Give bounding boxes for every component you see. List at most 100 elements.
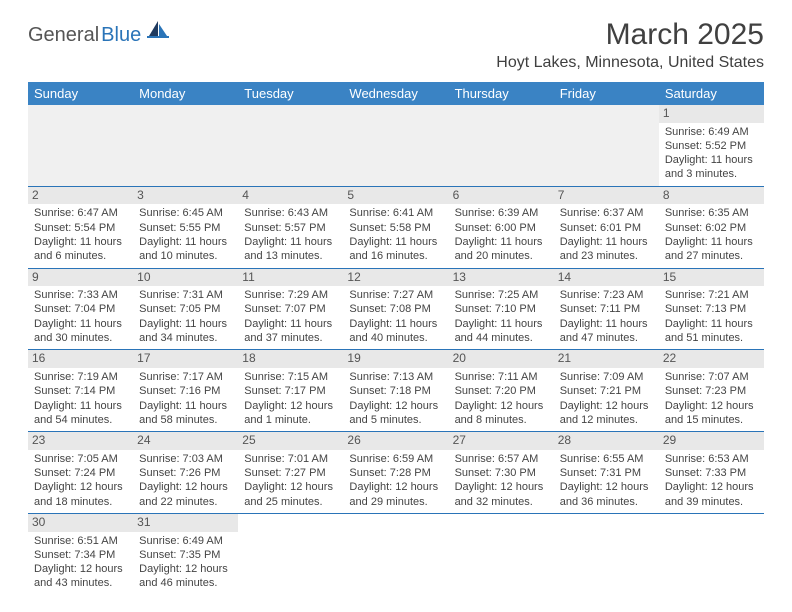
- daylight-text: Daylight: 11 hours and 3 minutes.: [665, 153, 758, 182]
- sunrise-text: Sunrise: 6:43 AM: [244, 206, 337, 220]
- day-number: 31: [133, 514, 238, 532]
- day-number: 16: [28, 350, 133, 368]
- daylight-text: Daylight: 12 hours and 12 minutes.: [560, 399, 653, 428]
- daylight-text: Daylight: 12 hours and 43 minutes.: [34, 562, 127, 591]
- sunset-text: Sunset: 7:27 PM: [244, 466, 337, 480]
- day-number: 25: [238, 432, 343, 450]
- sunset-text: Sunset: 7:28 PM: [349, 466, 442, 480]
- daylight-text: Daylight: 12 hours and 5 minutes.: [349, 399, 442, 428]
- calendar-cell: 27Sunrise: 6:57 AMSunset: 7:30 PMDayligh…: [449, 432, 554, 513]
- daylight-text: Daylight: 11 hours and 54 minutes.: [34, 399, 127, 428]
- sunrise-text: Sunrise: 6:51 AM: [34, 534, 127, 548]
- sunrise-text: Sunrise: 7:15 AM: [244, 370, 337, 384]
- calendar-cell: 14Sunrise: 7:23 AMSunset: 7:11 PMDayligh…: [554, 269, 659, 350]
- day-number: 3: [133, 187, 238, 205]
- sunset-text: Sunset: 5:55 PM: [139, 221, 232, 235]
- calendar-cell: 28Sunrise: 6:55 AMSunset: 7:31 PMDayligh…: [554, 432, 659, 513]
- daylight-text: Daylight: 11 hours and 51 minutes.: [665, 317, 758, 346]
- month-title: March 2025: [496, 18, 764, 52]
- calendar-cell: 19Sunrise: 7:13 AMSunset: 7:18 PMDayligh…: [343, 350, 448, 431]
- sunset-text: Sunset: 7:11 PM: [560, 302, 653, 316]
- calendar-cell: 24Sunrise: 7:03 AMSunset: 7:26 PMDayligh…: [133, 432, 238, 513]
- calendar-cell: 30Sunrise: 6:51 AMSunset: 7:34 PMDayligh…: [28, 514, 133, 595]
- daylight-text: Daylight: 11 hours and 20 minutes.: [455, 235, 548, 264]
- daylight-text: Daylight: 11 hours and 58 minutes.: [139, 399, 232, 428]
- day-number: 10: [133, 269, 238, 287]
- sunrise-text: Sunrise: 7:01 AM: [244, 452, 337, 466]
- daylight-text: Daylight: 11 hours and 6 minutes.: [34, 235, 127, 264]
- sunset-text: Sunset: 7:10 PM: [455, 302, 548, 316]
- day-header: Friday: [554, 82, 659, 105]
- calendar-cell: 22Sunrise: 7:07 AMSunset: 7:23 PMDayligh…: [659, 350, 764, 431]
- calendar-cell: 5Sunrise: 6:41 AMSunset: 5:58 PMDaylight…: [343, 187, 448, 268]
- location-text: Hoyt Lakes, Minnesota, United States: [496, 54, 764, 72]
- daylight-text: Daylight: 11 hours and 47 minutes.: [560, 317, 653, 346]
- daylight-text: Daylight: 11 hours and 37 minutes.: [244, 317, 337, 346]
- daylight-text: Daylight: 12 hours and 32 minutes.: [455, 480, 548, 509]
- sunrise-text: Sunrise: 6:39 AM: [455, 206, 548, 220]
- calendar-cell: 10Sunrise: 7:31 AMSunset: 7:05 PMDayligh…: [133, 269, 238, 350]
- calendar-body: 1Sunrise: 6:49 AMSunset: 5:52 PMDaylight…: [28, 105, 764, 595]
- sunset-text: Sunset: 7:18 PM: [349, 384, 442, 398]
- sunset-text: Sunset: 7:14 PM: [34, 384, 127, 398]
- calendar-cell: 3Sunrise: 6:45 AMSunset: 5:55 PMDaylight…: [133, 187, 238, 268]
- sunset-text: Sunset: 6:01 PM: [560, 221, 653, 235]
- day-number: 7: [554, 187, 659, 205]
- calendar: Sunday Monday Tuesday Wednesday Thursday…: [28, 82, 764, 595]
- daylight-text: Daylight: 12 hours and 46 minutes.: [139, 562, 232, 591]
- daylight-text: Daylight: 12 hours and 29 minutes.: [349, 480, 442, 509]
- day-number: 27: [449, 432, 554, 450]
- calendar-cell: 31Sunrise: 6:49 AMSunset: 7:35 PMDayligh…: [133, 514, 238, 595]
- daylight-text: Daylight: 12 hours and 18 minutes.: [34, 480, 127, 509]
- day-number: 15: [659, 269, 764, 287]
- calendar-cell: [554, 105, 659, 186]
- sunrise-text: Sunrise: 7:05 AM: [34, 452, 127, 466]
- day-number: 17: [133, 350, 238, 368]
- sunrise-text: Sunrise: 7:25 AM: [455, 288, 548, 302]
- day-number: 24: [133, 432, 238, 450]
- daylight-text: Daylight: 12 hours and 1 minute.: [244, 399, 337, 428]
- sunrise-text: Sunrise: 6:49 AM: [139, 534, 232, 548]
- calendar-cell: 6Sunrise: 6:39 AMSunset: 6:00 PMDaylight…: [449, 187, 554, 268]
- sunset-text: Sunset: 7:26 PM: [139, 466, 232, 480]
- calendar-cell: 4Sunrise: 6:43 AMSunset: 5:57 PMDaylight…: [238, 187, 343, 268]
- day-number: 1: [659, 105, 764, 123]
- sunset-text: Sunset: 5:58 PM: [349, 221, 442, 235]
- daylight-text: Daylight: 12 hours and 22 minutes.: [139, 480, 232, 509]
- sunrise-text: Sunrise: 7:21 AM: [665, 288, 758, 302]
- calendar-cell: [449, 105, 554, 186]
- sunrise-text: Sunrise: 6:57 AM: [455, 452, 548, 466]
- day-number: 29: [659, 432, 764, 450]
- sunrise-text: Sunrise: 6:47 AM: [34, 206, 127, 220]
- daylight-text: Daylight: 11 hours and 44 minutes.: [455, 317, 548, 346]
- calendar-cell: 13Sunrise: 7:25 AMSunset: 7:10 PMDayligh…: [449, 269, 554, 350]
- calendar-cell: 29Sunrise: 6:53 AMSunset: 7:33 PMDayligh…: [659, 432, 764, 513]
- sunrise-text: Sunrise: 6:35 AM: [665, 206, 758, 220]
- calendar-cell: 12Sunrise: 7:27 AMSunset: 7:08 PMDayligh…: [343, 269, 448, 350]
- day-number: 2: [28, 187, 133, 205]
- calendar-row: 30Sunrise: 6:51 AMSunset: 7:34 PMDayligh…: [28, 514, 764, 595]
- daylight-text: Daylight: 11 hours and 34 minutes.: [139, 317, 232, 346]
- sunset-text: Sunset: 7:17 PM: [244, 384, 337, 398]
- sunrise-text: Sunrise: 7:27 AM: [349, 288, 442, 302]
- calendar-cell: 21Sunrise: 7:09 AMSunset: 7:21 PMDayligh…: [554, 350, 659, 431]
- sunset-text: Sunset: 7:07 PM: [244, 302, 337, 316]
- sunrise-text: Sunrise: 7:29 AM: [244, 288, 337, 302]
- day-number: 11: [238, 269, 343, 287]
- calendar-cell: 23Sunrise: 7:05 AMSunset: 7:24 PMDayligh…: [28, 432, 133, 513]
- calendar-cell: [133, 105, 238, 186]
- calendar-cell: [449, 514, 554, 595]
- daylight-text: Daylight: 11 hours and 30 minutes.: [34, 317, 127, 346]
- day-number: 12: [343, 269, 448, 287]
- sunrise-text: Sunrise: 6:49 AM: [665, 125, 758, 139]
- calendar-row: 16Sunrise: 7:19 AMSunset: 7:14 PMDayligh…: [28, 350, 764, 432]
- day-number: 26: [343, 432, 448, 450]
- calendar-row: 2Sunrise: 6:47 AMSunset: 5:54 PMDaylight…: [28, 187, 764, 269]
- sunrise-text: Sunrise: 7:11 AM: [455, 370, 548, 384]
- sunset-text: Sunset: 7:23 PM: [665, 384, 758, 398]
- sunset-text: Sunset: 7:34 PM: [34, 548, 127, 562]
- calendar-cell: 15Sunrise: 7:21 AMSunset: 7:13 PMDayligh…: [659, 269, 764, 350]
- sunrise-text: Sunrise: 7:07 AM: [665, 370, 758, 384]
- logo-text-blue: Blue: [101, 24, 141, 47]
- sunrise-text: Sunrise: 6:59 AM: [349, 452, 442, 466]
